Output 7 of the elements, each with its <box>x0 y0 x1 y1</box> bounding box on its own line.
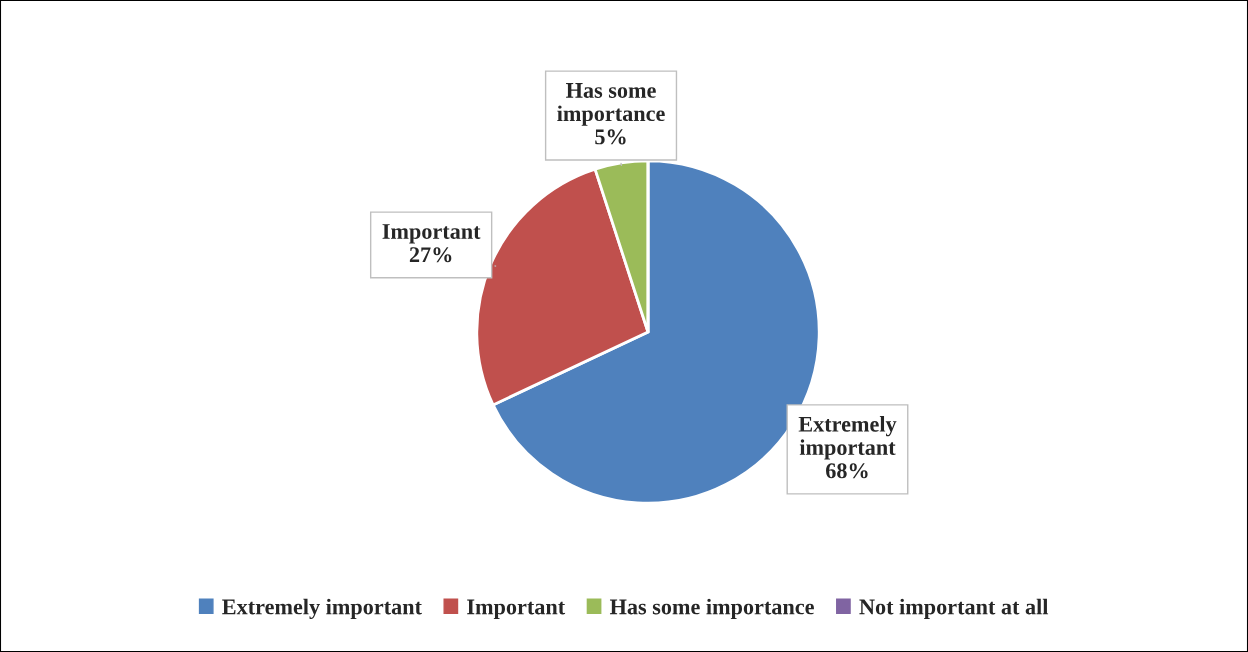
legend-label: Important <box>467 599 566 619</box>
data-label: Important 27% <box>382 224 481 263</box>
data-label: Extremely important 68% <box>798 416 897 479</box>
data-label: Has some importance 5% <box>557 83 665 145</box>
legend-label: Not important at all <box>859 598 1049 619</box>
legend-label: Extremely important <box>222 598 422 619</box>
legend-label: Has some importance <box>609 598 814 619</box>
